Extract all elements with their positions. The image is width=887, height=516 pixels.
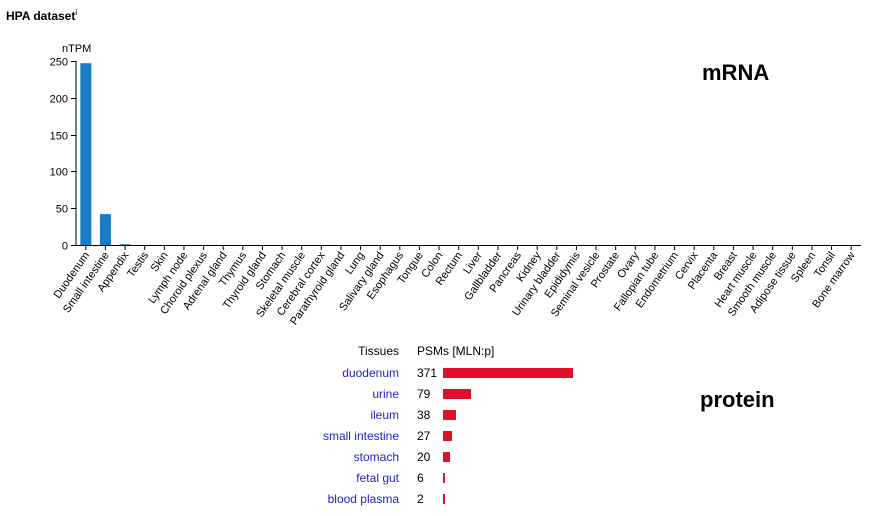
y-tick-label: 150 [50, 131, 68, 143]
tissue-link[interactable]: stomach [353, 450, 399, 464]
protein-label: protein [700, 387, 775, 412]
psm-value: 27 [417, 429, 431, 443]
psm-value: 2 [417, 492, 424, 506]
tissue-link[interactable]: fetal gut [356, 471, 399, 485]
psm-value: 20 [417, 450, 431, 464]
protein-row: fetal gut 6 [300, 471, 600, 492]
tissue-link[interactable]: small intestine [322, 429, 399, 443]
y-tick-label: 50 [56, 204, 68, 216]
tissue-link[interactable]: urine [372, 387, 399, 401]
info-icon[interactable]: i [75, 8, 78, 17]
y-tick-label: 100 [50, 167, 68, 179]
psm-bar [443, 431, 453, 441]
bar[interactable] [80, 63, 92, 245]
psm-bar [443, 368, 573, 378]
psm-bar [443, 452, 450, 462]
x-tick-label: Testis [125, 249, 151, 279]
psm-bar [443, 389, 471, 399]
protein-row: duodenum 371 [300, 366, 600, 387]
protein-row: blood plasma 2 [300, 492, 600, 513]
psm-bar [443, 410, 457, 420]
protein-row: urine 79 [300, 387, 600, 408]
protein-row: ileum 38 [300, 408, 600, 429]
bar[interactable] [119, 244, 131, 245]
psm-value: 371 [417, 366, 438, 380]
psm-bar [443, 473, 446, 483]
dataset-title: HPA dataseti [6, 8, 78, 23]
mrna-label: mRNA [702, 60, 770, 85]
y-tick-label: 200 [50, 94, 68, 106]
psm-value: 38 [417, 408, 431, 422]
protein-row: small intestine 27 [300, 429, 600, 450]
psm-value: 79 [417, 387, 431, 401]
psms-column-header: PSMs [MLN:p] [417, 344, 495, 358]
tissue-link[interactable]: duodenum [342, 366, 399, 380]
y-tick-label: 250 [50, 57, 68, 69]
tissues-column-header: Tissues [358, 344, 399, 358]
psm-bar [443, 494, 445, 504]
tissue-link[interactable]: ileum [370, 408, 399, 422]
y-axis-label: nTPM [62, 43, 91, 55]
bar[interactable] [99, 214, 111, 245]
y-tick-label: 0 [62, 241, 68, 253]
psm-value: 6 [417, 471, 424, 485]
protein-row: stomach 20 [300, 450, 600, 471]
tissue-link[interactable]: blood plasma [327, 492, 399, 506]
